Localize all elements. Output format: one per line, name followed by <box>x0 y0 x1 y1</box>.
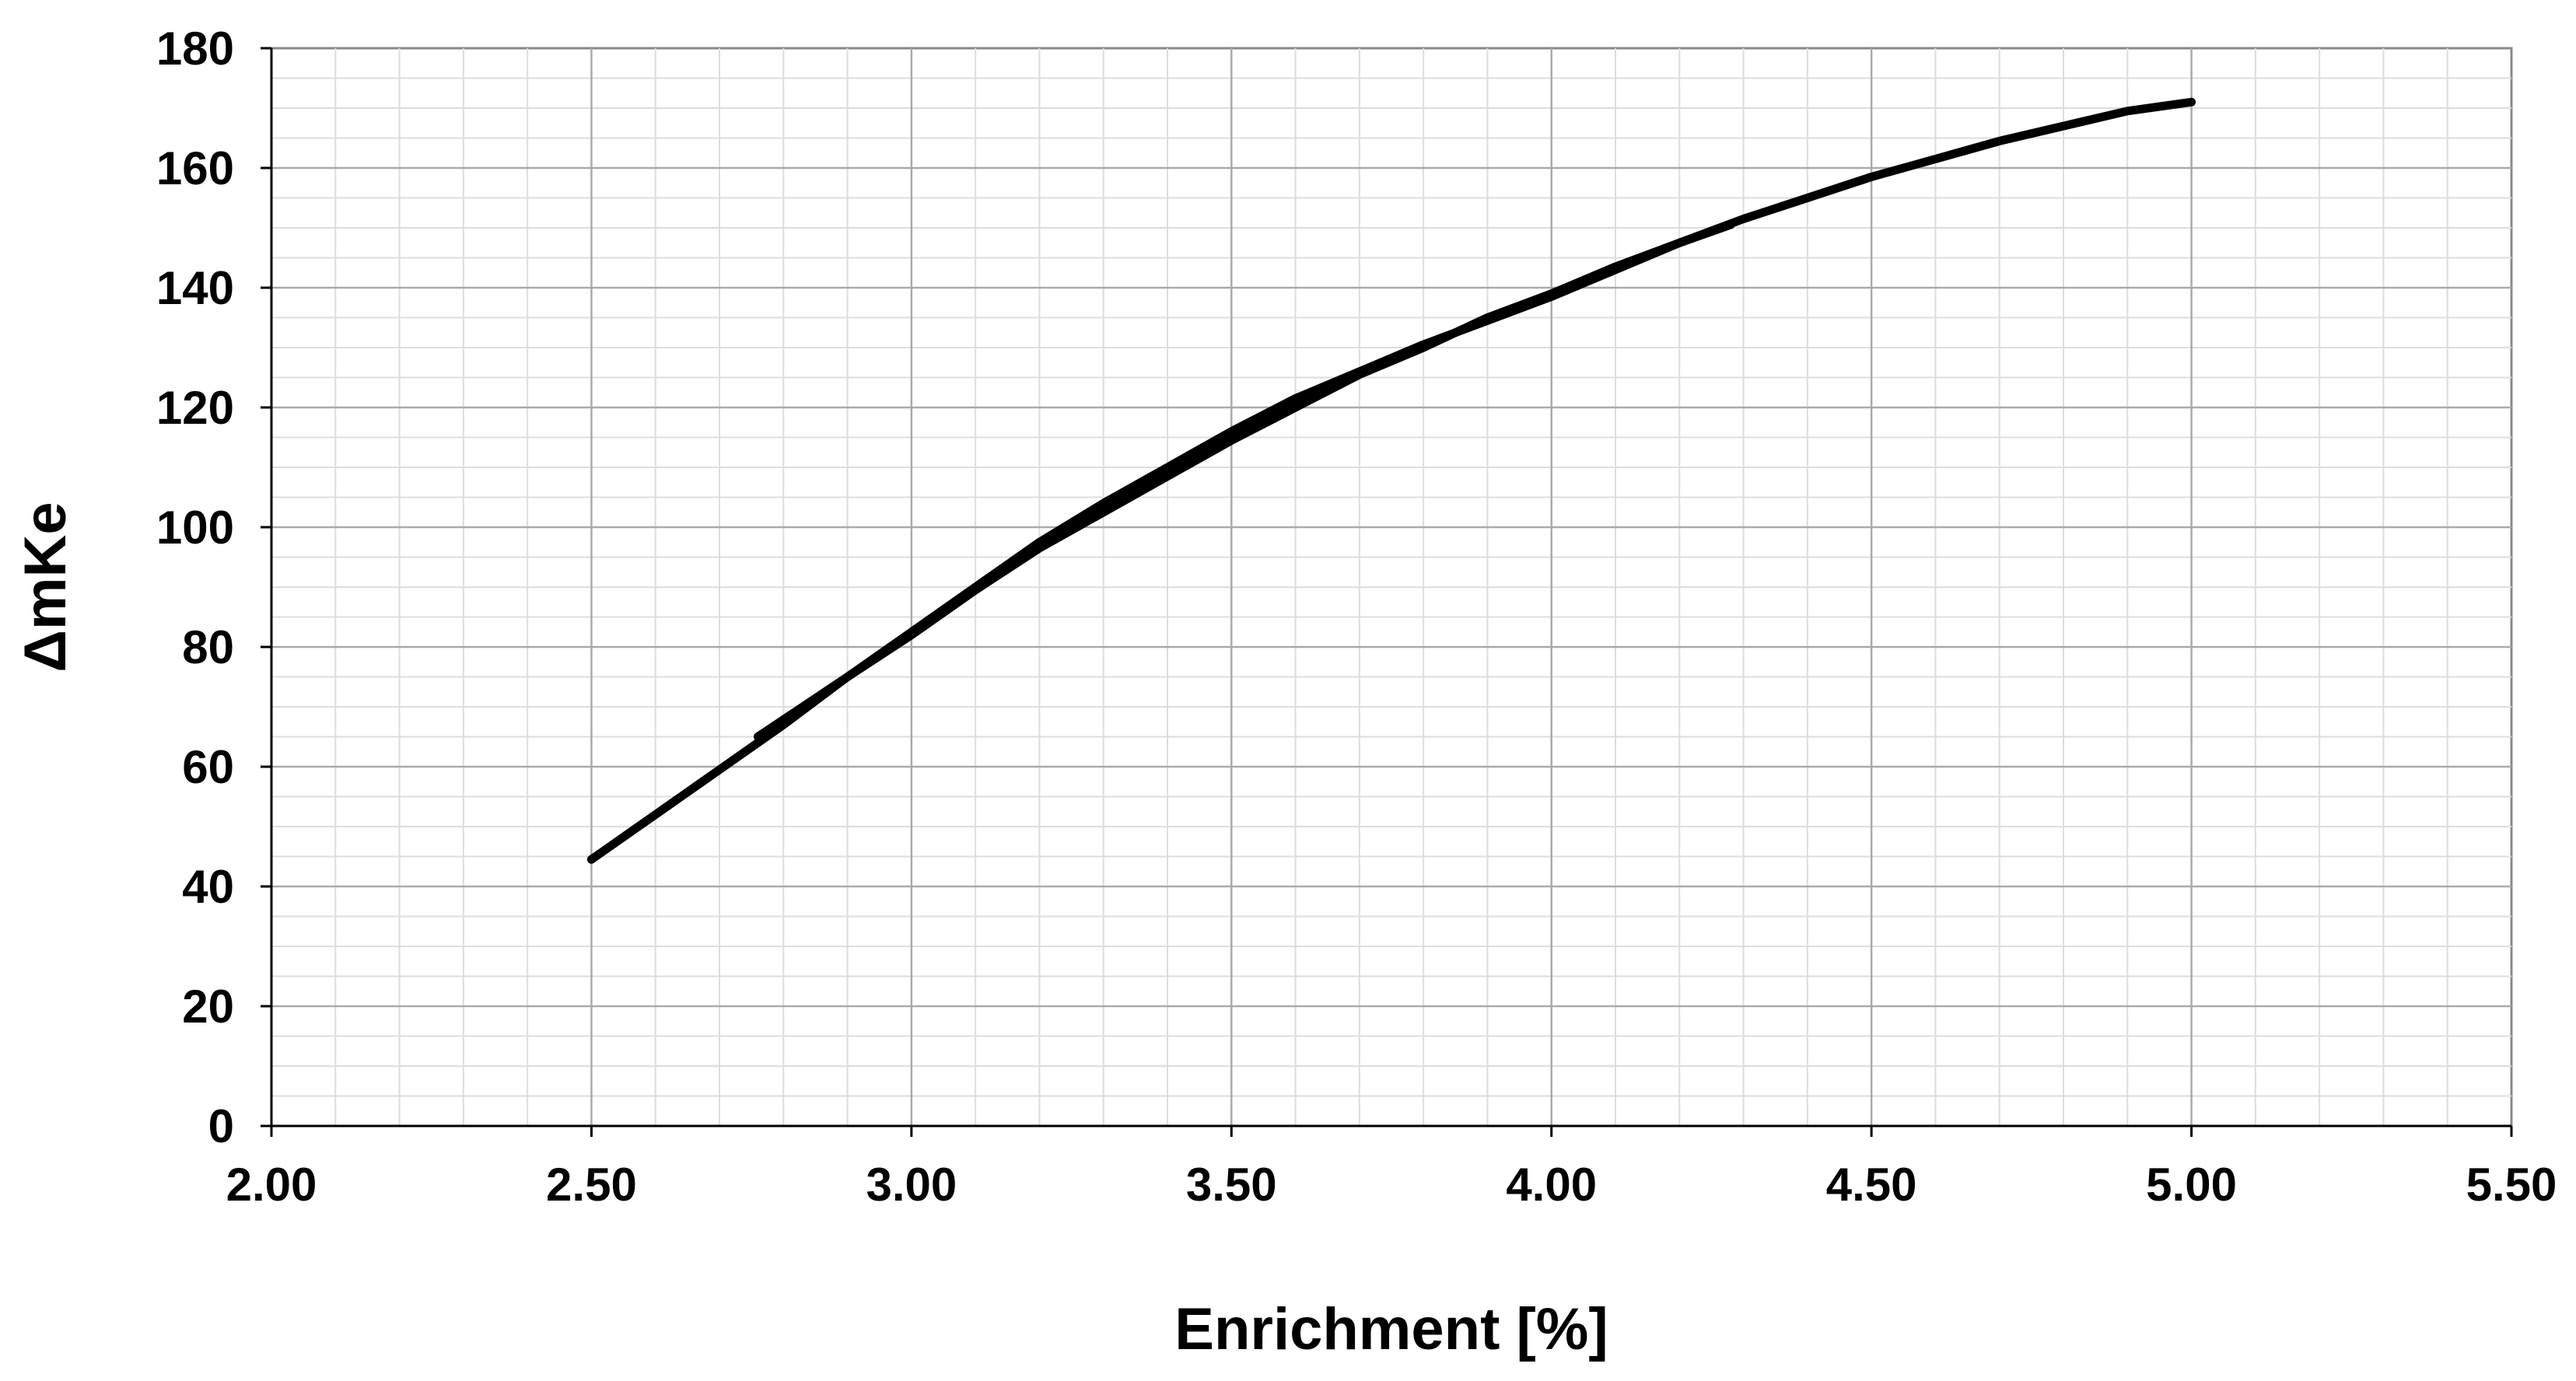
y-tick-labels: 0 20 40 60 80 100 120 140 160 180 <box>156 23 234 1152</box>
y-tick-label: 0 <box>208 1100 234 1152</box>
y-tick-label: 140 <box>156 262 234 314</box>
x-tick-label: 5.00 <box>2146 1159 2237 1211</box>
y-tick-label: 160 <box>156 142 234 194</box>
x-tick-label: 4.00 <box>1506 1159 1597 1211</box>
y-tick-label: 40 <box>182 861 234 913</box>
series-lines <box>586 97 2196 864</box>
y-tick-label: 100 <box>156 502 234 554</box>
x-tick-label: 4.50 <box>1826 1159 1917 1211</box>
y-tick-label: 20 <box>182 981 234 1033</box>
x-tick-label: 3.50 <box>1186 1159 1277 1211</box>
major-gridlines <box>271 48 2511 1126</box>
x-tick-labels: 2.00 2.50 3.00 3.50 4.00 4.50 5.00 5.50 <box>226 1159 2557 1211</box>
minor-gridlines <box>271 48 2511 1126</box>
axes <box>270 48 2511 1128</box>
y-tick-label: 80 <box>182 621 234 673</box>
x-tick-label: 5.50 <box>2466 1159 2557 1211</box>
y-tick-label: 60 <box>182 741 234 793</box>
tick-marks <box>261 47 2513 1137</box>
x-tick-label: 2.50 <box>546 1159 637 1211</box>
series-line-2 <box>753 220 1735 741</box>
x-axis-title: Enrichment [%] <box>1174 1296 1608 1362</box>
y-axis-title: ΔmKe <box>12 502 79 672</box>
x-tick-label: 3.00 <box>866 1159 957 1211</box>
y-tick-label: 120 <box>156 382 234 434</box>
x-tick-label: 2.00 <box>226 1159 317 1211</box>
y-tick-label: 180 <box>156 23 234 75</box>
